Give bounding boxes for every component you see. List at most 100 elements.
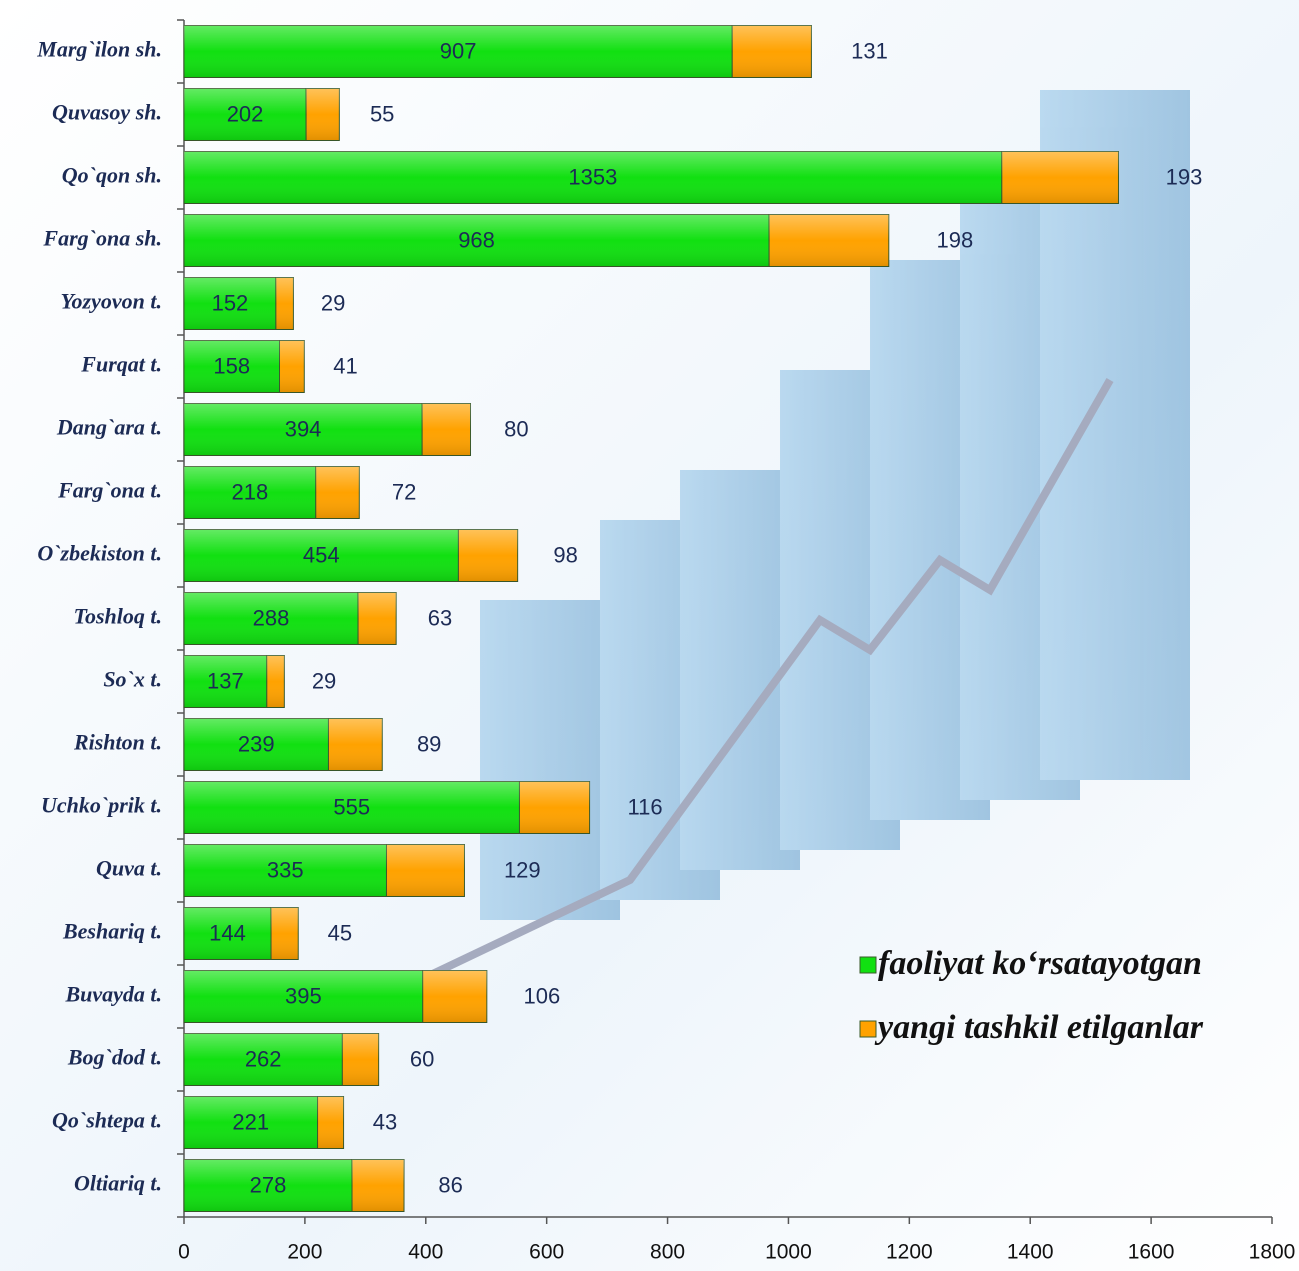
category-label: Qo`shtepa t. [52, 1108, 162, 1133]
category-label: Furqat t. [80, 352, 162, 377]
category-label: Buvayda t. [64, 982, 162, 1007]
category-label: Bog`dod t. [67, 1045, 162, 1070]
value-label: 262 [245, 1046, 282, 1071]
value-label: 1353 [568, 164, 617, 189]
bar-gloss [275, 277, 294, 330]
value-label: 137 [207, 668, 244, 693]
value-label: 129 [504, 857, 541, 882]
value-label: 394 [285, 416, 322, 441]
x-tick-label: 400 [408, 1241, 443, 1264]
value-label: 41 [333, 353, 357, 378]
category-label: Toshloq t. [74, 604, 162, 629]
bar-gloss [184, 1033, 343, 1086]
bar-gloss [769, 214, 889, 267]
legend-swatch [859, 956, 877, 974]
x-tick-label: 600 [529, 1241, 564, 1264]
category-label: Oltiariq t. [74, 1171, 162, 1196]
bar-gloss [184, 781, 520, 834]
category-label: So`x t. [103, 667, 162, 692]
bar-gloss [184, 718, 329, 771]
value-label: 63 [428, 605, 452, 630]
value-label: 193 [1166, 164, 1203, 189]
legend-label: faoliyat ko‘rsatayotgan [878, 945, 1202, 982]
value-label: 29 [312, 668, 336, 693]
bar-gloss [458, 529, 518, 582]
bar-gloss [358, 592, 397, 645]
category-label: Qo`qon sh. [62, 163, 162, 188]
category-label: Uchko`prik t. [41, 793, 162, 818]
bar-gloss [184, 592, 359, 645]
bar-gloss [184, 277, 276, 330]
value-label: 116 [628, 794, 663, 819]
bar-gloss [342, 1033, 379, 1086]
value-label: 395 [285, 983, 322, 1008]
value-label: 45 [328, 920, 352, 945]
bar-gloss [184, 970, 423, 1023]
bar-gloss [386, 844, 465, 897]
value-label: 29 [321, 290, 345, 315]
category-label: Yozyovon t. [61, 289, 162, 314]
bar-gloss [184, 466, 316, 519]
x-tick-label: 0 [178, 1241, 190, 1264]
value-label: 239 [238, 731, 275, 756]
bar-gloss [271, 907, 299, 960]
category-label: Beshariq t. [62, 919, 162, 944]
value-label: 278 [250, 1172, 287, 1197]
bar-gloss [352, 1159, 405, 1212]
bar-gloss [184, 151, 1002, 204]
bar-gloss [184, 844, 387, 897]
bar-gloss [315, 466, 360, 519]
category-label: Farg`ona t. [57, 478, 162, 503]
legend-label: yangi tashkil etilganlar [874, 1009, 1204, 1046]
value-label: 218 [232, 479, 269, 504]
category-label: Marg`ilon sh. [36, 37, 162, 62]
value-label: 907 [440, 38, 477, 63]
x-tick-label: 1400 [1007, 1241, 1054, 1264]
category-label: Dang`ara t. [56, 415, 162, 440]
value-label: 55 [370, 101, 394, 126]
bar-gloss [184, 655, 267, 708]
value-label: 158 [213, 353, 250, 378]
bar-gloss [519, 781, 590, 834]
value-label: 72 [392, 479, 416, 504]
legend-swatch [859, 1020, 877, 1038]
value-label: 202 [227, 101, 264, 126]
value-label: 152 [212, 290, 249, 315]
value-label: 106 [524, 983, 561, 1008]
x-tick-label: 1200 [886, 1241, 933, 1264]
bar-gloss [732, 25, 812, 78]
value-label: 555 [333, 794, 370, 819]
category-label: O`zbekiston t. [37, 541, 162, 566]
bar-gloss [317, 1096, 344, 1149]
bar-gloss [306, 88, 340, 141]
value-label: 60 [410, 1046, 434, 1071]
x-tick-label: 1800 [1249, 1241, 1296, 1264]
value-label: 335 [267, 857, 304, 882]
value-label: 86 [438, 1172, 462, 1197]
value-label: 221 [232, 1109, 269, 1134]
bar-gloss [184, 403, 423, 456]
value-label: 131 [851, 38, 888, 63]
bar-gloss [184, 1096, 318, 1149]
bar-gloss [422, 403, 471, 456]
bar-gloss [184, 88, 307, 141]
value-label: 144 [209, 920, 246, 945]
bar-gloss [184, 214, 770, 267]
bar-gloss [184, 340, 280, 393]
bar-gloss [1001, 151, 1119, 204]
value-label: 968 [458, 227, 495, 252]
x-tick-label: 200 [287, 1241, 322, 1264]
category-label: Farg`ona sh. [42, 226, 162, 251]
value-label: 80 [504, 416, 528, 441]
bar-gloss [184, 25, 733, 78]
value-label: 98 [553, 542, 577, 567]
bar-gloss [266, 655, 285, 708]
value-label: 454 [303, 542, 340, 567]
x-tick-label: 1600 [1128, 1241, 1175, 1264]
bar-gloss [328, 718, 383, 771]
bar-gloss [422, 970, 487, 1023]
category-label: Quva t. [96, 856, 162, 881]
value-label: 89 [417, 731, 441, 756]
